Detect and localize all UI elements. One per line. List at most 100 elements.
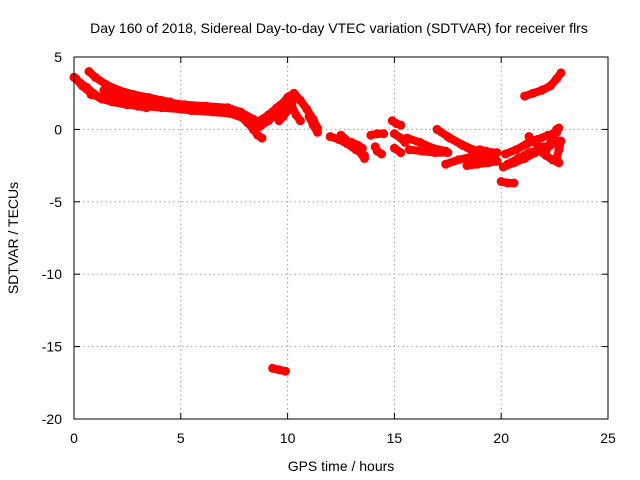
series-arc-26 — [462, 156, 502, 171]
y-tick-label: -20 — [42, 411, 62, 427]
data-point — [503, 178, 513, 188]
data-point — [302, 104, 312, 114]
data-point — [524, 148, 534, 158]
series-arc-19 — [389, 129, 410, 147]
x-tick-label: 5 — [177, 430, 185, 446]
data-point — [263, 116, 273, 126]
data-point — [543, 142, 553, 152]
data-point — [462, 161, 472, 171]
data-point — [554, 123, 564, 133]
data-point — [458, 140, 468, 150]
data-point — [528, 88, 538, 98]
data-point — [445, 133, 455, 143]
series-arc-27 — [475, 145, 502, 158]
series-arc-17 — [370, 142, 387, 159]
data-point — [71, 74, 81, 84]
chart-title: Day 160 of 2018, Sidereal Day-to-day VTE… — [90, 20, 588, 36]
series-trace — [405, 145, 452, 157]
x-tick-label: 20 — [493, 430, 509, 446]
data-point — [357, 143, 367, 153]
y-tick-label: 0 — [54, 121, 62, 137]
x-tick-label: 15 — [387, 430, 403, 446]
y-tick-label: -15 — [42, 339, 62, 355]
data-point — [379, 129, 389, 139]
data-point — [554, 145, 564, 155]
data-point — [201, 101, 211, 111]
data-point — [78, 81, 87, 91]
data-point — [304, 111, 314, 121]
data-point — [430, 148, 440, 158]
data-point — [513, 153, 523, 163]
data-point — [377, 149, 387, 159]
data-point — [255, 122, 265, 131]
series-arc-12 — [304, 111, 322, 137]
data-point — [336, 130, 346, 140]
data-point — [552, 153, 562, 163]
data-point — [545, 81, 555, 91]
data-point — [295, 95, 305, 105]
data-point — [99, 85, 109, 95]
x-tick-label: 25 — [600, 430, 616, 446]
data-point — [492, 156, 502, 166]
x-axis-label: GPS time / hours — [288, 458, 395, 474]
series-arc-16 — [366, 129, 389, 140]
data-point — [548, 133, 557, 143]
data-point — [402, 133, 412, 143]
data-point — [90, 72, 100, 82]
data-point — [110, 95, 120, 105]
data-point — [404, 145, 414, 155]
data-point — [287, 98, 297, 108]
data-point — [466, 152, 476, 162]
series-arc-5 — [86, 90, 186, 114]
data-point — [473, 159, 483, 169]
data-point — [281, 366, 290, 376]
data-point — [556, 136, 566, 146]
series-arc-37 — [268, 363, 290, 376]
data-point — [223, 103, 233, 113]
data-point — [441, 159, 451, 169]
data-point — [483, 158, 493, 168]
y-tick-label: 5 — [54, 49, 62, 65]
data-point — [541, 151, 551, 160]
data-point — [535, 146, 545, 156]
series-arc-20 — [389, 143, 406, 158]
data-point — [443, 148, 453, 158]
data-point — [503, 159, 513, 169]
data-point — [236, 111, 246, 121]
data-point — [415, 137, 425, 147]
data-point — [84, 67, 94, 76]
data-point — [308, 120, 318, 130]
series-arc-18 — [387, 116, 406, 130]
data-point — [289, 88, 299, 98]
data-point — [157, 103, 167, 113]
data-point — [97, 93, 107, 102]
data-point — [396, 120, 406, 130]
data-point — [511, 145, 521, 155]
series-arc-11 — [274, 98, 297, 126]
data-point — [295, 116, 305, 126]
data-point — [360, 153, 369, 163]
data-point — [556, 68, 566, 78]
y-tick-label: -10 — [42, 266, 62, 282]
series-arc-33 — [543, 123, 564, 152]
data-point — [283, 106, 293, 116]
series-trace — [99, 86, 258, 124]
data-point — [417, 146, 427, 156]
data-point — [520, 91, 530, 101]
data-point — [313, 127, 322, 137]
plot-frame — [73, 56, 609, 420]
data-point — [501, 149, 510, 159]
gridlines — [74, 57, 608, 419]
series-arc-34 — [552, 136, 566, 163]
series-trace — [255, 102, 288, 131]
x-tick-label: 0 — [70, 430, 78, 446]
data-point — [125, 98, 134, 108]
data-point — [140, 101, 149, 111]
y-axis-label: SDTVAR / TECUs — [5, 182, 21, 294]
x-tick-label: 10 — [280, 430, 296, 446]
data-point — [246, 120, 256, 130]
data-point — [86, 90, 96, 100]
series-arc-22 — [404, 145, 453, 158]
data-point — [176, 104, 186, 114]
